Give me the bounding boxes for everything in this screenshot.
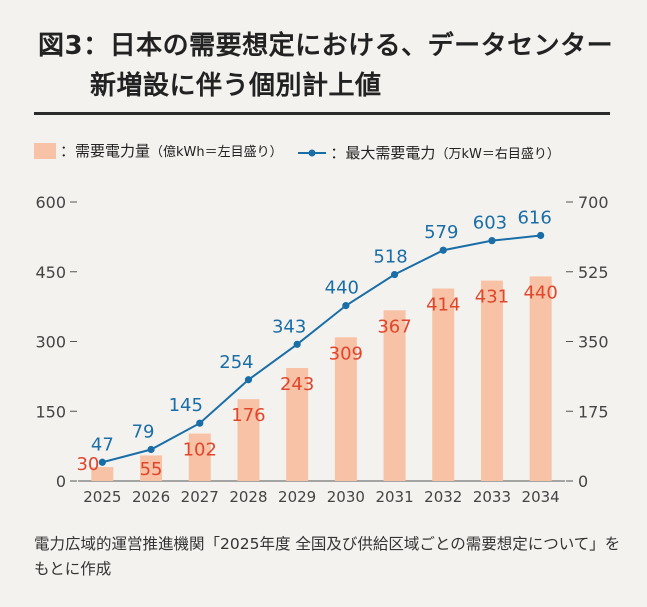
bar-value-label: 102 <box>183 440 217 461</box>
bar <box>480 280 503 481</box>
line-value-label: 518 <box>373 247 407 268</box>
y-left-tick-label: 0 <box>56 472 66 491</box>
bar-value-label: 243 <box>280 374 314 395</box>
line-point <box>98 458 106 466</box>
line-value-label: 579 <box>424 222 458 243</box>
bar-value-label: 30 <box>76 454 99 475</box>
line-value-label: 343 <box>272 316 306 337</box>
legend-line-label: ：最大需要電力 <box>330 144 436 162</box>
line-value-label: 603 <box>473 213 507 234</box>
x-tick-label: 2029 <box>278 488 316 506</box>
y-right-tick-label: 525 <box>578 263 609 282</box>
bar <box>383 310 406 481</box>
x-tick-label: 2025 <box>83 488 121 506</box>
line-value-label: 616 <box>517 207 551 228</box>
x-tick-label: 2027 <box>181 488 219 506</box>
line-point <box>390 270 399 279</box>
bar-value-label: 367 <box>377 316 411 337</box>
title-divider <box>34 112 610 115</box>
legend-bar-label: ：需要電力量 <box>60 142 151 160</box>
x-tick-label: 2032 <box>424 488 462 506</box>
legend-bar-unit: （億kWh＝左目盛り） <box>150 145 283 160</box>
line-point <box>488 237 496 245</box>
y-left-tick-label: 600 <box>35 193 66 212</box>
bar <box>91 467 114 481</box>
x-tick-label: 2028 <box>229 488 267 506</box>
bar-value-label: 431 <box>475 287 509 308</box>
line-value-label: 47 <box>91 434 114 455</box>
y-left-tick-label: 150 <box>35 402 66 421</box>
legend: ：需要電力量 （億kWh＝左目盛り） ：最大需要電力 （万kW＝右目盛り） <box>34 140 634 163</box>
line-value-label: 254 <box>219 352 253 373</box>
line-value-label: 440 <box>325 278 359 299</box>
legend-item-line: ：最大需要電力 （万kW＝右目盛り） <box>297 142 560 163</box>
series-line <box>102 234 541 464</box>
y-right-tick-label: 0 <box>578 472 588 491</box>
x-tick-label: 2033 <box>473 488 511 506</box>
bar <box>529 276 552 481</box>
y-left-tick-label: 450 <box>35 263 66 282</box>
bar <box>188 433 211 481</box>
legend-item-bar: ：需要電力量 （億kWh＝左目盛り） <box>34 140 283 161</box>
bar-value-label: 176 <box>231 405 265 426</box>
y-right-tick-label: 700 <box>578 193 609 212</box>
x-tick-label: 2031 <box>375 488 413 506</box>
legend-bar-swatch <box>34 142 56 159</box>
chart-title: 図3：日本の需要想定における、データセンター 新増設に伴う個別計上値 <box>38 26 618 106</box>
bar-value-label: 309 <box>329 343 363 364</box>
chart-title-line2: 新増設に伴う個別計上値 <box>90 71 382 101</box>
line-point <box>537 231 545 240</box>
bar <box>334 337 357 481</box>
legend-line-unit: （万kW＝右目盛り） <box>435 147 560 162</box>
x-tick-label: 2034 <box>522 488 560 506</box>
x-tick-label: 2026 <box>132 488 170 506</box>
bar <box>237 399 260 481</box>
bar-value-label: 440 <box>523 282 557 303</box>
line-point <box>147 445 155 454</box>
line-point <box>196 419 204 427</box>
line-point <box>342 302 350 310</box>
bar-value-label: 414 <box>426 294 460 315</box>
bar-value-label: 55 <box>140 459 163 480</box>
bar <box>140 455 163 481</box>
chart-title-line1: 図3：日本の需要想定における、データセンター <box>38 31 614 61</box>
y-right-tick-label: 350 <box>578 333 609 352</box>
source-note: 電力広域的運営推進機関「2025年度 全国及び供給区域ごとの需要想定について」を… <box>34 535 621 578</box>
bar <box>432 288 455 481</box>
line-point <box>439 246 447 254</box>
line-value-label: 79 <box>132 422 155 443</box>
bar <box>286 368 309 481</box>
line-value-label: 145 <box>169 395 203 416</box>
line-point <box>244 376 253 384</box>
legend-line-swatch <box>298 149 327 156</box>
x-tick-label: 2030 <box>327 488 365 506</box>
line-point <box>293 340 301 348</box>
y-left-tick-label: 300 <box>35 333 66 352</box>
chart-area: 0 150 300 450 600 0 175 350 525 700 2025 2026 2027 20… <box>35 193 609 506</box>
y-right-tick-label: 175 <box>578 402 609 421</box>
